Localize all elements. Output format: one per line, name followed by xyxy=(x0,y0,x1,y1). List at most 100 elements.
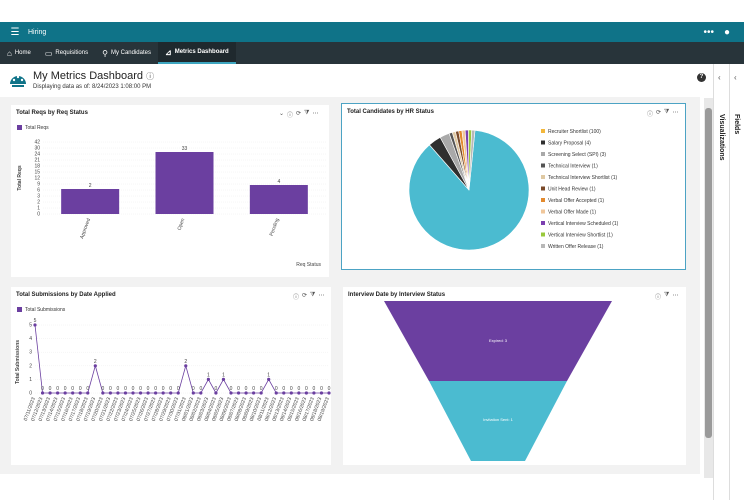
funnel-label: Invitation Sent: 1 xyxy=(483,417,514,422)
card-interview-status[interactable]: Interview Date by Interview Status ⓘ ⧩ ⋯… xyxy=(343,287,686,465)
x-tick-label: Pending xyxy=(269,217,281,237)
refresh-icon[interactable]: ⟳ xyxy=(302,293,308,299)
page-title-text: My Metrics Dashboard xyxy=(33,70,144,82)
tab-my-candidates-label: My Candidates xyxy=(110,50,151,56)
y-tick-label: 24 xyxy=(34,152,40,158)
legend-label: Total Reqs xyxy=(25,125,49,131)
data-label: 0 xyxy=(86,386,89,392)
y-tick-label: 0 xyxy=(37,212,40,218)
legend-label: Unit Head Review (1) xyxy=(548,187,596,193)
data-point xyxy=(176,391,180,395)
data-label: 0 xyxy=(41,386,44,392)
refresh-icon[interactable]: ⟳ xyxy=(656,110,662,116)
data-label: 0 xyxy=(230,386,233,392)
data-point xyxy=(154,391,158,395)
data-point xyxy=(161,391,165,395)
hamburger-menu-icon[interactable]: ☰ xyxy=(10,26,20,38)
info-icon[interactable]: ⓘ xyxy=(293,295,300,301)
data-label: 1 xyxy=(267,372,270,378)
data-point xyxy=(93,364,97,368)
more-icon[interactable]: ⋯ xyxy=(672,110,679,116)
legend-swatch xyxy=(541,129,545,133)
data-label: 5 xyxy=(34,318,37,324)
info-circle-icon[interactable]: ⓘ xyxy=(146,72,155,81)
data-point xyxy=(199,391,203,395)
legend-label: Vertical Interview Shortlist (1) xyxy=(548,233,613,239)
y-tick-label: 6 xyxy=(37,188,40,194)
more-icon[interactable]: ⋯ xyxy=(318,293,325,299)
tab-requisitions[interactable]: ▭ Requisitions xyxy=(38,42,95,64)
card-toolbar: ⓘ ⟳ ⧩ ⋯ xyxy=(647,109,678,118)
y-tick-label: 3 xyxy=(29,350,32,356)
dashboard-canvas: Total Reqs by Req Status ⌄ ⓘ ⟳ ⧩ ⋯ Total… xyxy=(0,97,700,474)
page-header: My Metrics Dashboard ⓘ Displaying data a… xyxy=(0,64,700,98)
data-point xyxy=(63,391,67,395)
data-label: 0 xyxy=(177,386,180,392)
x-tick-label: Approved xyxy=(79,217,92,239)
home-icon: ⌂ xyxy=(7,48,12,58)
legend-item: Total Reqs xyxy=(17,125,49,131)
legend-swatch xyxy=(541,198,545,202)
collapse-chevron-icon[interactable]: ‹ xyxy=(734,73,737,82)
tab-home-label: Home xyxy=(14,50,31,56)
data-point xyxy=(40,391,45,395)
legend-swatch xyxy=(17,125,22,131)
legend-swatch xyxy=(541,186,545,191)
info-icon[interactable]: ⓘ xyxy=(287,113,294,119)
data-label: 1 xyxy=(222,372,225,378)
data-point xyxy=(184,364,188,368)
line-chart: 012345507/11/2023007/12/2023007/13/20230… xyxy=(15,318,331,422)
y-tick-label: 5 xyxy=(29,323,32,329)
data-label: 0 xyxy=(260,386,263,392)
chevron-down-icon[interactable]: ⌄ xyxy=(279,111,285,117)
card-total-submissions[interactable]: Total Submissions by Date Applied ⓘ ⟳ ⧩ … xyxy=(11,287,331,465)
data-label: 0 xyxy=(215,386,218,392)
filter-icon[interactable]: ⧩ xyxy=(304,110,310,116)
legend-label: Verbal Offer Made (1) xyxy=(548,210,596,216)
data-label: 0 xyxy=(162,386,165,392)
fields-label: Fields xyxy=(733,114,740,135)
card-total-candidates[interactable]: Total Candidates by HR Status ⓘ ⟳ ⧩ ⋯ Re… xyxy=(341,103,686,270)
fields-pane[interactable]: ‹ Fields xyxy=(729,64,744,500)
collapse-chevron-icon[interactable]: ‹ xyxy=(718,73,721,82)
visualizations-pane[interactable]: ‹ Visualizations xyxy=(713,64,729,500)
scrollbar-thumb[interactable] xyxy=(705,108,712,438)
data-label: 0 xyxy=(49,386,52,392)
data-point xyxy=(33,323,37,327)
info-icon[interactable]: ⓘ xyxy=(647,112,654,118)
more-icon[interactable]: ⋯ xyxy=(672,293,679,299)
tab-home[interactable]: ⌂ Home xyxy=(0,42,38,64)
data-point xyxy=(236,391,241,395)
more-icon[interactable]: ⋯ xyxy=(312,111,319,117)
data-label: 2 xyxy=(184,359,187,365)
info-icon[interactable]: ⓘ xyxy=(655,295,662,301)
data-point xyxy=(297,391,301,395)
y-tick-label: 2 xyxy=(37,200,40,206)
filter-icon[interactable]: ⧩ xyxy=(310,292,316,298)
filter-icon[interactable]: ⧩ xyxy=(664,292,670,298)
user-icon[interactable]: ● xyxy=(723,26,730,38)
legend-label: Technical Interview Shortlist (1) xyxy=(548,175,618,181)
funnel-segment xyxy=(429,381,567,461)
data-label: 0 xyxy=(117,386,120,392)
card-toolbar: ⓘ ⟳ ⧩ ⋯ xyxy=(293,292,324,301)
data-label: 0 xyxy=(79,386,82,392)
tab-my-candidates[interactable]: ⚲ My Candidates xyxy=(95,42,158,64)
data-point xyxy=(146,391,150,395)
legend-swatch xyxy=(541,232,545,237)
tab-metrics-dashboard[interactable]: ⊿ Metrics Dashboard xyxy=(158,42,236,64)
card-total-reqs[interactable]: Total Reqs by Req Status ⌄ ⓘ ⟳ ⧩ ⋯ Total… xyxy=(11,105,329,277)
data-point xyxy=(319,391,324,395)
data-label: 0 xyxy=(245,386,248,392)
filter-icon[interactable]: ⧩ xyxy=(664,109,670,115)
data-point xyxy=(214,391,218,395)
data-label: 0 xyxy=(282,386,285,392)
ellipsis-icon[interactable]: ••• xyxy=(703,26,714,38)
help-icon[interactable]: ? xyxy=(697,73,706,82)
data-label: 0 xyxy=(297,386,300,392)
dashboard-scrollbar[interactable] xyxy=(704,98,713,478)
people-icon: ⚲ xyxy=(102,48,108,58)
refresh-icon[interactable]: ⟳ xyxy=(296,111,302,117)
legend-label: Screening Select (SPI) (3) xyxy=(548,152,606,158)
legend-label: Recruiter Shortlist (100) xyxy=(548,129,601,135)
